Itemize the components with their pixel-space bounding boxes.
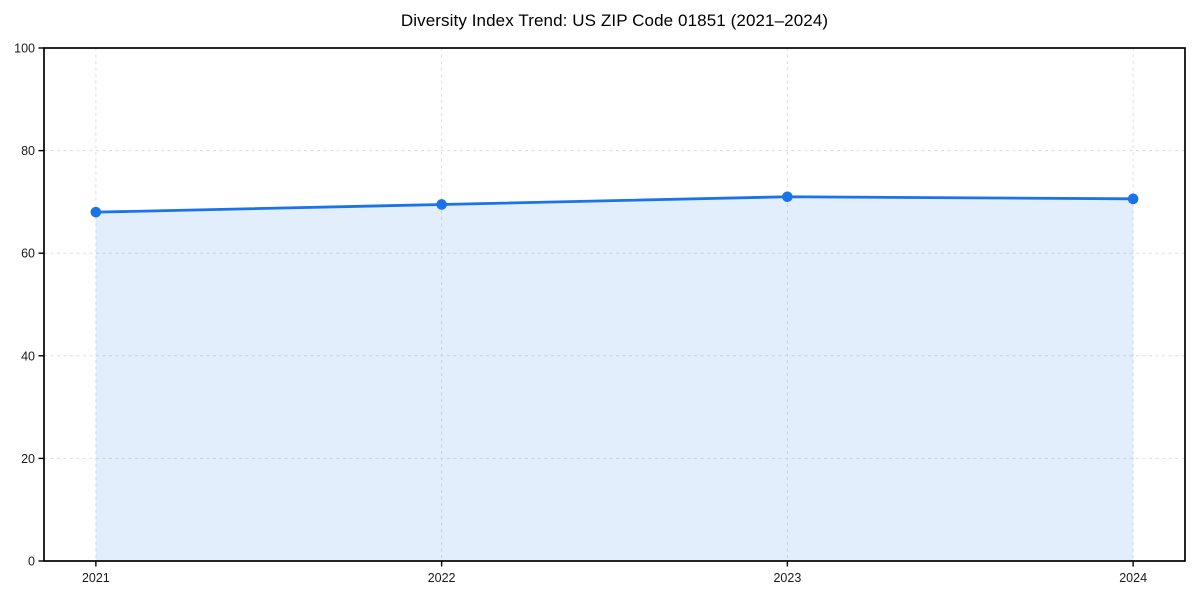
chart-title: Diversity Index Trend: US ZIP Code 01851… [400,11,829,30]
y-axis-tick-label: 0 [28,555,35,569]
data-point-marker [90,206,102,218]
area-fill [95,196,1134,561]
trend-line [94,195,1135,214]
y-axis-tick-label: 60 [21,247,35,261]
y-axis-tick-label: 40 [21,349,35,363]
plot-border [43,47,1186,562]
data-point-marker [782,191,793,203]
data-point-marker [1127,193,1139,205]
y-axis-tick-label: 20 [21,452,35,466]
x-axis-tick-label: 2023 [773,571,801,585]
x-axis-tick-label: 2021 [82,571,110,585]
x-axis-tick-label: 2024 [1119,571,1147,585]
data-point-marker [436,199,447,210]
y-axis-tick-label: 100 [14,42,35,56]
x-axis-tick-label: 2022 [428,571,456,585]
y-axis-tick-label: 80 [21,144,35,158]
